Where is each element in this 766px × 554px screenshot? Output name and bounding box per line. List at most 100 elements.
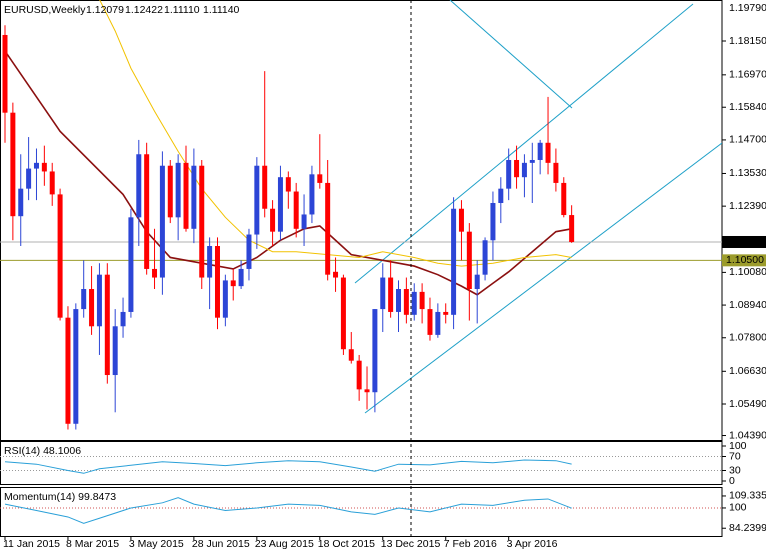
candle-body [561, 182, 567, 216]
candle-body [81, 289, 87, 310]
candle-body [277, 177, 283, 232]
level-line-box [722, 254, 766, 267]
candle-body [498, 188, 504, 203]
candle-body [246, 234, 252, 269]
candle-body [403, 289, 409, 315]
candle-body [372, 309, 378, 393]
candle-body [33, 162, 39, 169]
candle-body [254, 165, 260, 235]
y-tick-label: 1.16970 [729, 69, 766, 81]
y-tick-label: 1.19790 [729, 2, 766, 14]
candle-body [506, 159, 512, 189]
rsi-panel [0, 441, 723, 485]
candle-body [301, 214, 307, 229]
price-line-box [722, 235, 766, 248]
candle-body [569, 215, 575, 242]
candle-body [112, 326, 118, 376]
candle-body [159, 165, 165, 278]
candle-body [152, 268, 158, 278]
candle-body [230, 280, 236, 287]
indicator-tick-label: 70 [729, 450, 741, 462]
x-tick-label: 28 Jun 2015 [192, 538, 250, 550]
candle-body [482, 240, 488, 275]
candle-body [348, 349, 354, 361]
candle-body [293, 191, 299, 229]
candle-body [474, 274, 480, 290]
candle-body [325, 182, 331, 275]
price-line-label: 1.11140 [726, 236, 763, 248]
rsi-title: RSI(14) 48.1006 [4, 445, 81, 457]
y-tick-label: 1.15840 [729, 101, 766, 113]
x-tick-label: 11 Jan 2015 [3, 538, 60, 550]
axes: 1.19790 1.18150 1.16970 1.15840 1.14700 1.135… [3, 2, 766, 550]
candle-body [191, 165, 197, 229]
candle-body [380, 277, 386, 310]
candle-body [65, 317, 71, 424]
moving-average [99, 0, 572, 267]
candle-body [167, 165, 173, 218]
candle-body [136, 154, 142, 218]
candle-body [537, 142, 543, 160]
candle-body [49, 171, 55, 195]
candle-body [214, 246, 220, 318]
candle-body [262, 165, 268, 209]
candle-body [396, 289, 401, 312]
candle-body [73, 309, 79, 424]
x-tick-label: 3 May 2015 [129, 538, 184, 550]
candle-body [120, 311, 126, 327]
y-tick-label: 1.05490 [729, 398, 766, 410]
channel-lower [364, 142, 722, 414]
indicator-tick-label: 84.2399 [729, 522, 766, 534]
candle-body [466, 231, 472, 290]
candle-body [104, 274, 110, 376]
header-low: 1.11110 [164, 4, 200, 16]
chart-title: EURUSD,Weekly [4, 4, 86, 16]
candle-body [388, 277, 394, 312]
candle-body [41, 162, 47, 172]
main-plot [0, 0, 722, 430]
candle-body [356, 360, 362, 390]
x-tick-label: 3 Apr 2016 [507, 538, 558, 550]
candle-body [514, 159, 520, 178]
x-tick-label: 23 Aug 2015 [255, 538, 314, 550]
candle-body [199, 165, 205, 278]
candle-body [419, 291, 425, 310]
y-tick-label: 1.18150 [729, 35, 766, 47]
candle-body [529, 159, 535, 163]
candle-body [553, 162, 559, 183]
y-tick-label: 1.08940 [729, 299, 766, 311]
candle-body [57, 194, 63, 318]
candle-body [222, 280, 228, 318]
candle-body [175, 162, 181, 218]
candle-body [128, 217, 134, 312]
momentum-panel [0, 487, 723, 537]
candle-body [2, 34, 8, 113]
candle-body [340, 277, 346, 350]
candle-body [10, 112, 16, 217]
candle-body [317, 174, 323, 183]
candle-body [26, 168, 32, 189]
candle-body [270, 208, 276, 232]
header-close: 1.11140 [203, 4, 240, 16]
candle-body [443, 311, 449, 315]
header-high: 1.12422 [125, 4, 163, 16]
candle-body [427, 309, 433, 335]
candle-body [451, 208, 457, 315]
candle-body [521, 162, 527, 178]
indicator-line [4, 459, 572, 474]
candle-body [89, 289, 95, 327]
y-tick-label: 1.10080 [729, 266, 766, 278]
candle-body [285, 177, 291, 192]
indicator-tick-label: 0 [729, 475, 735, 487]
candle-body [238, 268, 244, 287]
y-tick-label: 1.13530 [729, 167, 766, 179]
candle-body [18, 188, 24, 217]
candle-body [144, 154, 150, 269]
y-tick-label: 1.07800 [729, 332, 766, 344]
momentum-title: Momentum(14) 99.8473 [4, 491, 116, 503]
trendline [449, 0, 573, 109]
x-tick-label: 7 Feb 2016 [444, 538, 497, 550]
level-line-label: 1.10500 [726, 254, 764, 266]
x-tick-label: 18 Oct 2015 [318, 538, 375, 550]
